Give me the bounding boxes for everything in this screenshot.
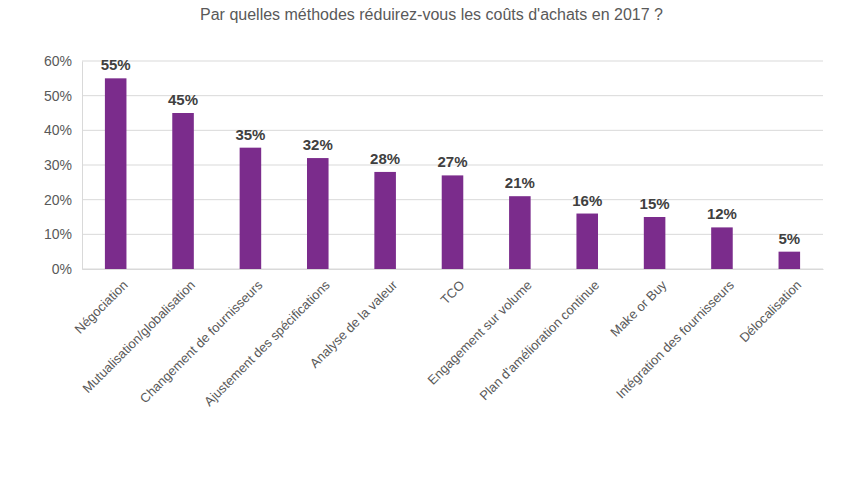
data-label: 27% [437, 153, 467, 170]
data-label: 28% [370, 150, 400, 167]
x-tick-label: Délocalisation [736, 277, 804, 345]
bar [240, 148, 262, 269]
y-tick: 0% [52, 261, 82, 277]
data-label: 5% [778, 230, 800, 247]
y-tick-label: 20% [44, 192, 72, 208]
grid-line [82, 61, 823, 62]
y-tick: 10% [44, 226, 82, 242]
x-tick-label: Make or Buy [607, 277, 670, 340]
bars [105, 78, 800, 269]
x-axis-line [83, 269, 824, 270]
grid [82, 61, 823, 269]
bar [105, 78, 127, 269]
x-tick: Changement de fournisseurs [137, 269, 266, 406]
y-tick: 40% [44, 122, 82, 138]
y-tick: 50% [44, 88, 82, 104]
y-tick-label: 60% [44, 53, 72, 69]
title: Par quelles méthodes réduirez-vous les c… [200, 6, 663, 23]
x-tick: Ajustement des spécifications [201, 269, 333, 409]
data-label: 15% [640, 195, 670, 212]
data-label: 35% [235, 126, 265, 143]
data-label: 21% [505, 174, 535, 191]
x-tick: Négociation [72, 269, 131, 337]
x-tick: TCO [437, 269, 467, 307]
y-tick-label: 40% [44, 122, 72, 138]
x-tick: Délocalisation [736, 269, 804, 345]
data-labels: 55% 45% 35% 32% 28% 27% 21% 16% 15% 12% 5% [101, 56, 800, 246]
data-label: 45% [168, 91, 198, 108]
y-tick-label: 0% [52, 261, 72, 277]
x-tick-label: Analyse de la valeur [307, 277, 401, 371]
y-tick-label: 10% [44, 226, 72, 242]
bar [779, 252, 801, 269]
x-tick: Make or Buy [607, 269, 670, 340]
chart: Par quelles méthodes réduirez-vous les c… [0, 0, 863, 479]
bar [374, 172, 396, 269]
bar [644, 217, 666, 269]
x-tick-label: Négociation [72, 277, 131, 336]
y-tick: 30% [44, 157, 82, 173]
y-tick-label: 50% [44, 88, 72, 104]
bar [576, 214, 598, 269]
x-tick-label: Mutualisation/globalisation [80, 277, 198, 395]
data-label: 16% [572, 192, 602, 209]
y-tick: 20% [44, 192, 82, 208]
x-tick: Analyse de la valeur [307, 269, 401, 371]
data-label: 55% [101, 56, 131, 73]
x-tick-label: Changement de fournisseurs [137, 277, 266, 406]
data-label: 32% [303, 136, 333, 153]
x-tick-label: TCO [437, 277, 467, 307]
x-tick-label: Ajustement des spécifications [201, 277, 333, 409]
x-tick-label: Plan d'amélioration continue [476, 277, 602, 403]
x-tick-label: Intégration des fournisseurs [613, 277, 737, 401]
bar [711, 227, 733, 269]
data-label: 12% [707, 205, 737, 222]
y-axis-line [82, 62, 83, 270]
bar [172, 113, 194, 269]
bar [307, 158, 329, 269]
x-axis: NégociationMutualisation/globalisationCh… [72, 269, 824, 409]
bar [442, 175, 464, 269]
y-tick: 60% [44, 53, 82, 69]
y-axis: 0% 10% 20% 30% 40% 50% 60% [44, 53, 83, 277]
bar [509, 196, 531, 269]
x-tick: Mutualisation/globalisation [80, 269, 198, 396]
plot: 0% 10% 20% 30% 40% 50% 60% NégociationMutualisa… [44, 53, 824, 409]
x-tick: Intégration des fournisseurs [613, 269, 737, 401]
y-tick-label: 30% [44, 157, 72, 173]
x-tick: Plan d'amélioration continue [476, 269, 602, 403]
